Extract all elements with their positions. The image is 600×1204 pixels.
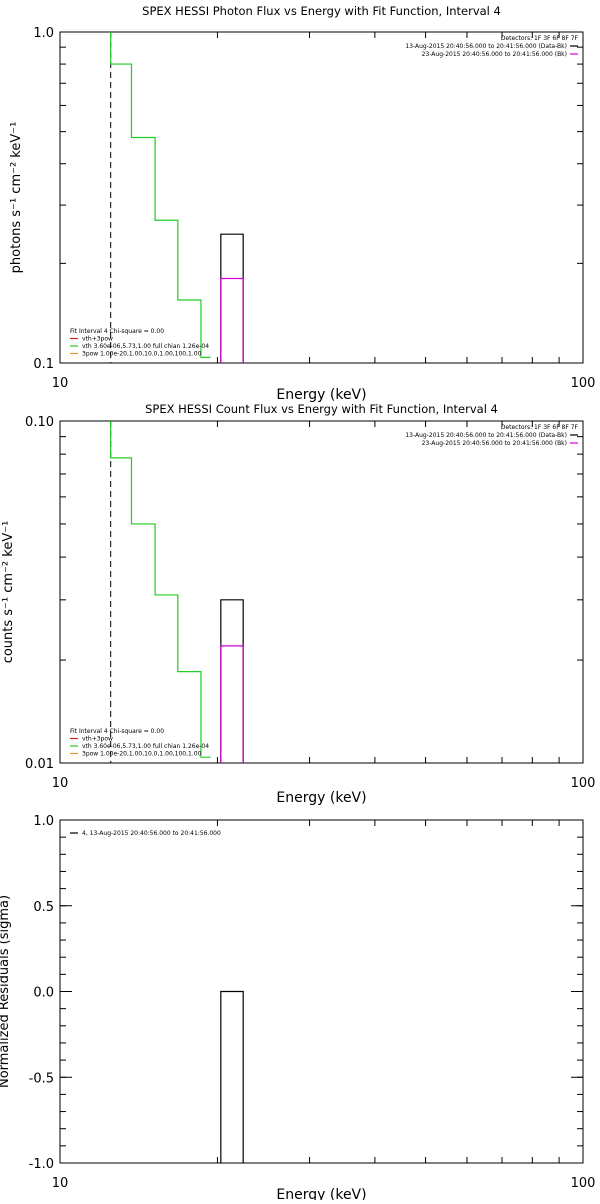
header-line: Detectors: 1F 3F 6F 8F 7F bbox=[501, 35, 579, 42]
legend-line: Fit Interval 4 Chi-square = 0.00 bbox=[70, 728, 164, 735]
fit-legend: Fit Interval 4 Chi-square = 0.00vth+3pow… bbox=[70, 328, 209, 358]
legend-line: vth+3pow bbox=[82, 736, 113, 743]
chart-title: SPEX HESSI Count Flux vs Energy with Fit… bbox=[145, 402, 498, 416]
plot-frame bbox=[59, 819, 584, 1164]
plot-frame bbox=[59, 31, 584, 364]
fit-legend: Fit Interval 4 Chi-square = 0.00vth+3pow… bbox=[70, 728, 209, 758]
legend-line: 3pow 1.00e-20,1.00,10.0,1.00,100,1.00 bbox=[82, 351, 202, 358]
x-tick-label: 10 bbox=[52, 1176, 69, 1191]
header-line: 23-Aug-2015 20:40:56.000 to 20:41:56.000… bbox=[422, 51, 567, 58]
x-axis-ticks: 10 100 bbox=[52, 820, 596, 1191]
x-axis-ticks: 10 100 bbox=[52, 32, 596, 391]
legend-line: Fit Interval 4 Chi-square = 0.00 bbox=[70, 328, 164, 335]
y-tick-label: 0.10 bbox=[25, 415, 54, 430]
x-axis-label: Energy (keV) bbox=[276, 1187, 366, 1200]
series-vth-step-line bbox=[110, 421, 211, 758]
fit-legend: 4, 13-Aug-2015 20:40:56.000 to 20:41:56.… bbox=[70, 830, 221, 837]
y-tick-label: 0.1 bbox=[33, 357, 54, 372]
x-tick-label: 100 bbox=[571, 776, 596, 791]
data-area bbox=[110, 421, 244, 763]
y-axis-ticks: 0.01 0.10 bbox=[25, 415, 583, 772]
x-tick-label: 100 bbox=[571, 376, 596, 391]
data-area bbox=[110, 32, 244, 363]
chart-panel-3: 10 100 -1.0 -0.5 0.0 0.5 1.0 Energy (keV) Normal… bbox=[0, 814, 596, 1203]
chart-panel-1: SPEX HESSI Photon Flux vs Energy with Fi… bbox=[9, 4, 595, 403]
data-area bbox=[220, 990, 244, 1163]
y-axis-label: photons s⁻¹ cm⁻² keV⁻¹ bbox=[9, 122, 24, 274]
y-tick-label: 0.5 bbox=[33, 900, 54, 915]
series-vth-step-line bbox=[110, 32, 211, 358]
legend-line: vth 3.60e-06,5.73,1.00 full chian 1.26e-… bbox=[82, 343, 209, 350]
y-axis-ticks: -1.0 -0.5 0.0 0.5 1.0 bbox=[29, 814, 583, 1172]
y-tick-label: -1.0 bbox=[29, 1157, 54, 1172]
legend-line: vth+3pow bbox=[82, 336, 113, 343]
y-tick-label: 1.0 bbox=[33, 814, 54, 829]
series-bk-bin bbox=[220, 645, 244, 763]
plot-frame bbox=[59, 420, 584, 764]
x-tick-label: 10 bbox=[52, 376, 69, 391]
header-line: 23-Aug-2015 20:40:56.000 to 20:41:56.000… bbox=[422, 440, 567, 447]
x-axis-label: Energy (keV) bbox=[276, 387, 366, 403]
series-data-bk-bin bbox=[220, 233, 244, 363]
y-tick-label: 0.01 bbox=[25, 757, 54, 772]
legend-line: vth 3.60e-06,5.73,1.00 full chian 1.26e-… bbox=[82, 743, 209, 750]
x-tick-label: 100 bbox=[571, 1176, 596, 1191]
x-axis-label: Energy (keV) bbox=[276, 790, 366, 806]
legend-line: 4, 13-Aug-2015 20:40:56.000 to 20:41:56.… bbox=[82, 830, 221, 837]
chart-title: SPEX HESSI Photon Flux vs Energy with Fi… bbox=[142, 4, 501, 18]
series-bk-bin bbox=[220, 277, 244, 363]
chart-panel-2: SPEX HESSI Count Flux vs Energy with Fit… bbox=[1, 402, 595, 806]
y-tick-label: 1.0 bbox=[33, 26, 54, 41]
series-residual-bin bbox=[220, 990, 244, 1163]
y-tick-label: 0.0 bbox=[33, 986, 54, 1001]
y-tick-label: -0.5 bbox=[29, 1071, 54, 1086]
header-line: 13-Aug-2015 20:40:56.000 to 20:41:56.000… bbox=[405, 43, 567, 50]
y-axis-ticks: 0.1 1.0 bbox=[33, 26, 583, 372]
x-tick-label: 10 bbox=[52, 776, 69, 791]
header-line: Detectors: 1F 3F 6F 8F 7F bbox=[501, 424, 579, 431]
series-data-bk-bin bbox=[220, 599, 244, 763]
x-axis-ticks: 10 100 bbox=[52, 421, 596, 791]
y-axis-label: Normalized Residuals (sigma) bbox=[0, 895, 12, 1088]
legend-line: 3pow 1.00e-20,1.00,10.0,1.00,100,1.00 bbox=[82, 751, 202, 758]
y-axis-label: counts s⁻¹ cm⁻² keV⁻¹ bbox=[1, 521, 16, 664]
header-line: 13-Aug-2015 20:40:56.000 to 20:41:56.000… bbox=[405, 432, 567, 439]
